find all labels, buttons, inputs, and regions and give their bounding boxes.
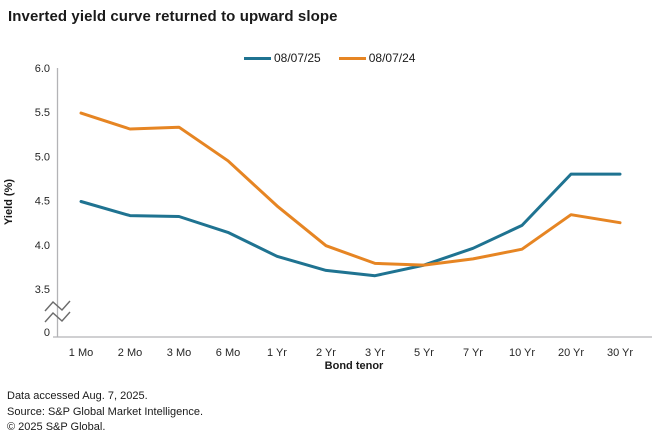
legend-swatch-teal-icon: [244, 56, 271, 60]
legend-label-1: 08/07/24: [368, 51, 416, 65]
y-tick-label: 4.5: [35, 196, 50, 208]
y-tick-label: 6.0: [35, 63, 50, 75]
x-tick-label: 2 Yr: [316, 347, 336, 359]
x-tick-label: 20 Yr: [558, 347, 584, 359]
footer-line-copyright: © 2025 S&P Global.: [7, 421, 106, 433]
x-tick-label: 6 Mo: [216, 347, 240, 359]
x-tick-label: 1 Yr: [267, 347, 287, 359]
legend-item-1: 08/07/24: [338, 51, 416, 65]
x-tick-label: 3 Mo: [167, 347, 191, 359]
x-tick-label: 10 Yr: [509, 347, 535, 359]
footer-line-accessed: Data accessed Aug. 7, 2025.: [7, 390, 148, 402]
y-axis-zero-label: 0: [44, 327, 50, 339]
axis-break-icon: [44, 300, 71, 312]
footer: Data accessed Aug. 7, 2025. Source: S&P …: [7, 389, 203, 436]
series-line-08/07/25: [79, 172, 622, 278]
x-tick-label: 1 Mo: [69, 347, 93, 359]
x-tick-label: 30 Yr: [607, 347, 633, 359]
y-tick-label: 4.0: [35, 240, 50, 252]
y-tick-label: 5.5: [35, 107, 50, 119]
x-axis-title: Bond tenor: [324, 360, 384, 372]
chart-title: Inverted yield curve returned to upward …: [8, 8, 338, 25]
legend-label-0: 08/07/25: [274, 51, 321, 65]
x-tick-label: 5 Yr: [414, 347, 434, 359]
series-line-08/07/24: [79, 111, 622, 267]
x-tick-label: 7 Yr: [463, 347, 483, 359]
y-tick-label: 5.0: [35, 151, 50, 163]
legend-item-0: 08/07/25: [244, 51, 321, 65]
y-tick-label: 3.5: [35, 284, 50, 296]
x-tick-label: 2 Mo: [118, 347, 142, 359]
y-axis-title: Yield (%): [3, 178, 15, 226]
legend-swatch-orange-icon: [338, 56, 366, 60]
axis-break-icon: [44, 311, 71, 323]
x-tick-label: 3 Yr: [365, 347, 385, 359]
legend: 08/07/25 08/07/24: [244, 51, 415, 65]
footer-line-source: Source: S&P Global Market Intelligence.: [7, 405, 204, 418]
